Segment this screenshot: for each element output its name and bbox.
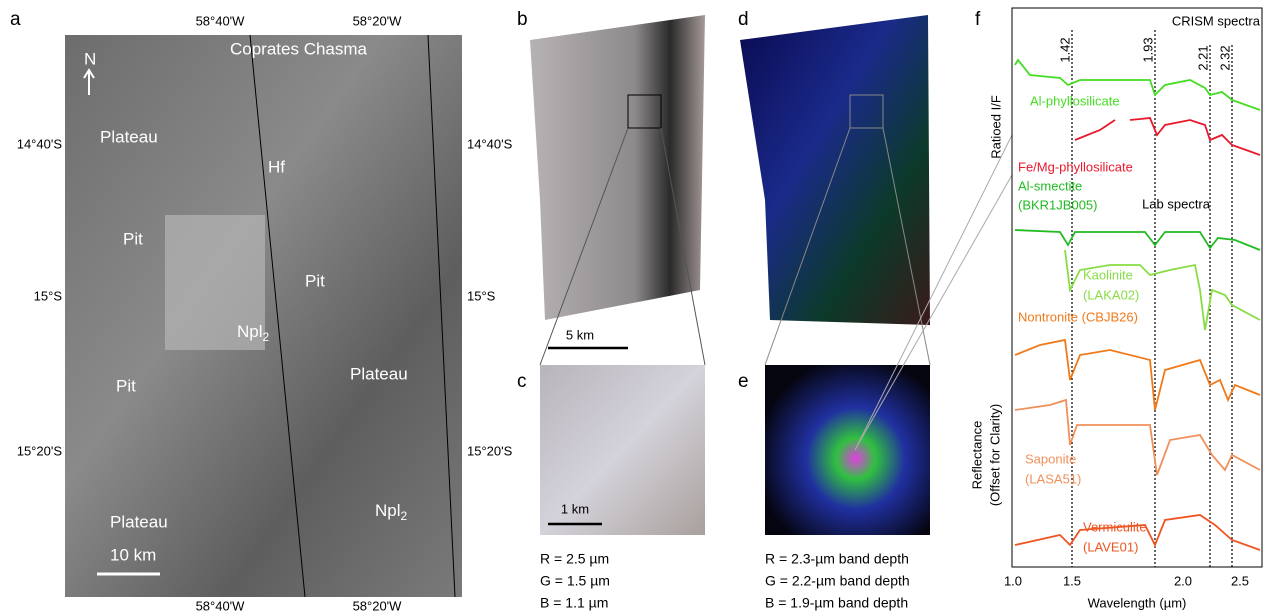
panel-label: a xyxy=(10,9,21,30)
lat-tick: 15°20'S xyxy=(17,443,63,458)
caption: B = 1.9-µm band depth xyxy=(765,595,908,611)
lon-tick: 58°20'W xyxy=(353,13,403,28)
panel-label: c xyxy=(517,371,527,392)
x-axis-label: Wavelength (µm) xyxy=(1088,595,1187,610)
spectrum-label: Al-smectite xyxy=(1018,178,1082,193)
annotation: Pit xyxy=(123,229,143,248)
annotation: Coprates Chasma xyxy=(230,39,368,58)
north-label: N xyxy=(84,49,96,68)
spectrum-label: (LAVE01) xyxy=(1083,539,1138,554)
lat-tick: 14°40'S xyxy=(467,136,513,151)
spectrum xyxy=(1015,340,1260,410)
y-axis-label: Ratioed I/F xyxy=(988,95,1003,159)
x-tick-label: 2.0 xyxy=(1174,573,1192,588)
annotation: Plateau xyxy=(110,512,168,531)
figure: a 58°40'W 58°20'W 58°40'W 58°20'W 14°40'… xyxy=(0,0,1269,616)
plot-title: CRISM spectra xyxy=(1172,13,1261,28)
band-label: 2.21 xyxy=(1195,45,1210,70)
y-axis-label: (Offset for Clarity) xyxy=(987,404,1002,506)
scale-label: 10 km xyxy=(110,545,156,564)
lat-tick: 15°S xyxy=(467,288,496,303)
lon-tick: 58°40'W xyxy=(196,13,246,28)
lon-tick: 58°20'W xyxy=(353,598,403,613)
spectrum-label: (LASA51) xyxy=(1025,471,1081,486)
annotation: Plateau xyxy=(100,127,158,146)
band-label: 2.32 xyxy=(1217,45,1232,70)
caption: R = 2.3-µm band depth xyxy=(765,551,909,567)
spectrum-label: Kaolinite xyxy=(1083,267,1133,282)
caption: G = 1.5 µm xyxy=(540,573,610,589)
lat-tick: 14°40'S xyxy=(17,136,63,151)
annotation: Pit xyxy=(305,271,325,290)
caption: B = 1.1 µm xyxy=(540,595,608,611)
panel-label: b xyxy=(517,9,528,30)
caption: R = 2.5 µm xyxy=(540,551,609,567)
scale-label: 5 km xyxy=(566,327,594,342)
spectrum-label: (LAKA02) xyxy=(1083,287,1139,302)
spectrum-label: Saponite xyxy=(1025,451,1076,466)
spectrum xyxy=(1015,230,1260,250)
page: {"panels": { "a": {"label": "a", "top_ti… xyxy=(0,0,1269,616)
x-tick-label: 1.0 xyxy=(1004,573,1022,588)
spectrum-label: (BKR1JB005) xyxy=(1018,197,1097,212)
image xyxy=(530,15,705,320)
panel-label: f xyxy=(975,9,981,30)
lat-tick: 15°20'S xyxy=(467,443,513,458)
band-label: 1.93 xyxy=(1140,37,1155,62)
annotation: Plateau xyxy=(350,364,408,383)
section-label: Lab spectra xyxy=(1142,196,1211,211)
annotation: Hf xyxy=(268,157,285,176)
lat-tick: 15°S xyxy=(34,288,63,303)
annotation: Pit xyxy=(116,376,136,395)
spectrum-label: Al-phyllosilicate xyxy=(1030,93,1120,108)
caption: G = 2.2-µm band depth xyxy=(765,573,910,589)
band-label: 1.42 xyxy=(1057,37,1072,62)
y-axis-label: Reflectance xyxy=(969,421,984,490)
image xyxy=(765,365,930,535)
spectrum-label: Fe/Mg-phyllosilicate xyxy=(1018,159,1133,174)
scale-label: 1 km xyxy=(561,501,589,516)
x-tick-label: 1.5 xyxy=(1063,573,1081,588)
spectrum-label: Vermiculite xyxy=(1083,519,1147,534)
spectrum-label: Nontronite (CBJB26) xyxy=(1018,309,1138,324)
panel-label: d xyxy=(738,9,749,30)
x-tick-label: 2.5 xyxy=(1231,573,1249,588)
panel-label: e xyxy=(738,371,749,392)
lon-tick: 58°40'W xyxy=(196,598,246,613)
